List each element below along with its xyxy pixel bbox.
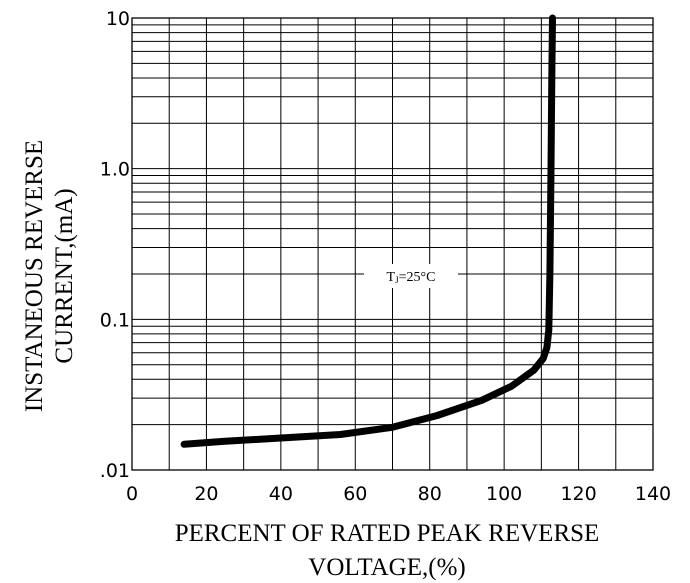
x-tick-label: 100	[486, 483, 522, 505]
x-axis-title-line-2: VOLTAGE,(%)	[308, 554, 465, 581]
y-tick-label: 1.0	[100, 159, 130, 181]
y-axis-title-line-2: CURRENT,(mA)	[51, 188, 78, 363]
x-axis-title: PERCENT OF RATED PEAK REVERSE VOLTAGE,(%…	[175, 520, 600, 581]
x-axis-tick-labels: 0 20 40 60 80 100 120 140	[126, 483, 671, 505]
annotation-background	[364, 264, 458, 288]
grid	[131, 17, 654, 471]
annotation-tj: TJ=25°C	[364, 264, 458, 288]
x-tick-label: 60	[343, 483, 367, 505]
x-tick-label: 140	[635, 483, 671, 505]
x-axis-title-line-1: PERCENT OF RATED PEAK REVERSE	[175, 520, 600, 547]
x-tick-label: 20	[194, 483, 218, 505]
y-tick-label: 0.1	[100, 309, 130, 331]
y-tick-label: .01	[100, 460, 130, 482]
y-tick-label: 10	[106, 8, 130, 30]
y-axis-title: INSTANEOUS REVERSE CURRENT,(mA)	[21, 140, 78, 412]
x-tick-label: 80	[418, 483, 442, 505]
series-line-0	[180, 14, 556, 448]
y-axis-title-line-1: INSTANEOUS REVERSE	[21, 140, 48, 412]
series-line-layer	[180, 14, 556, 448]
x-tick-label: 40	[269, 483, 293, 505]
x-tick-label: 120	[560, 483, 596, 505]
y-axis-tick-labels: .01 0.1 1.0 10	[100, 8, 130, 482]
annotation-label: TJ=25°C	[387, 270, 436, 285]
x-tick-label: 0	[126, 483, 138, 505]
